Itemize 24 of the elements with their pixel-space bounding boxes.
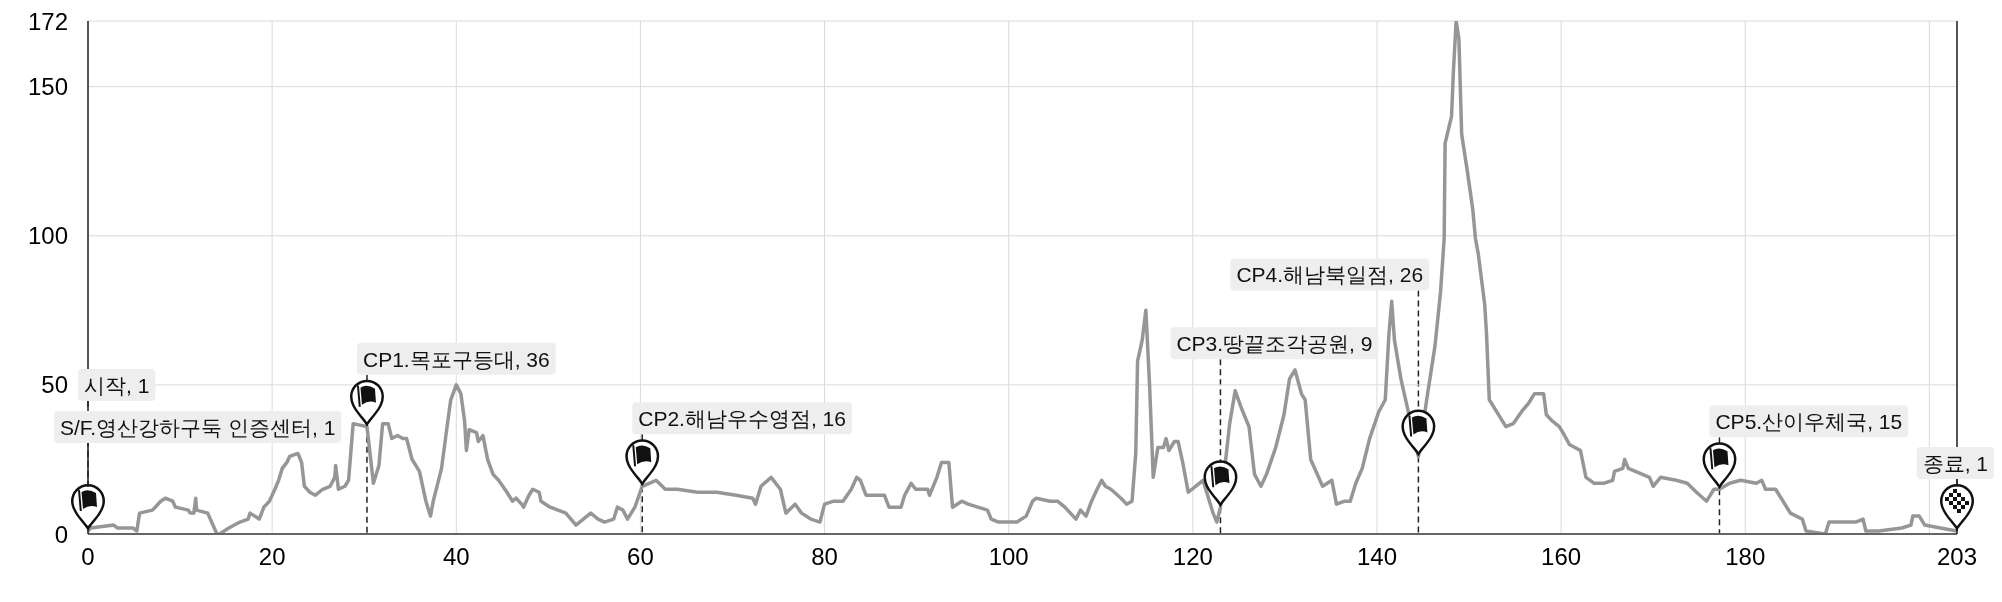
y-tick-label: 172	[27, 7, 68, 35]
annotation: S/F.영산강하구둑 인증센터, 1	[60, 415, 336, 439]
annotation: 종료, 1	[1922, 451, 1989, 475]
y-tick-label: 0	[54, 520, 68, 548]
x-tick-label: 40	[442, 543, 470, 571]
x-tick-label: 160	[1541, 543, 1582, 571]
x-tick-label: 20	[258, 543, 286, 571]
x-tick-label: 100	[988, 543, 1029, 571]
x-tick-label: 140	[1356, 543, 1397, 571]
y-tick-label: 50	[41, 371, 68, 399]
annotation: CP4.해남북일점, 26	[1236, 262, 1424, 286]
annotation: CP5.산이우체국, 15	[1715, 409, 1903, 433]
x-tick-label: 60	[627, 543, 654, 571]
y-tick-label: 100	[27, 222, 68, 250]
annotation: 시작, 1	[84, 373, 150, 397]
x-tick-label: 203	[1936, 543, 1978, 571]
x-tick-label: 80	[811, 543, 838, 571]
x-tick-label: 0	[81, 543, 95, 571]
x-tick-label: 120	[1172, 543, 1213, 571]
y-tick-label: 150	[27, 73, 68, 101]
annotation: CP1.목포구등대, 36	[362, 347, 550, 371]
annotation: CP2.해남우수영점, 16	[638, 406, 846, 430]
x-tick-label: 180	[1725, 543, 1766, 571]
annotation: CP3.땅끝조각공원, 9	[1176, 331, 1373, 355]
